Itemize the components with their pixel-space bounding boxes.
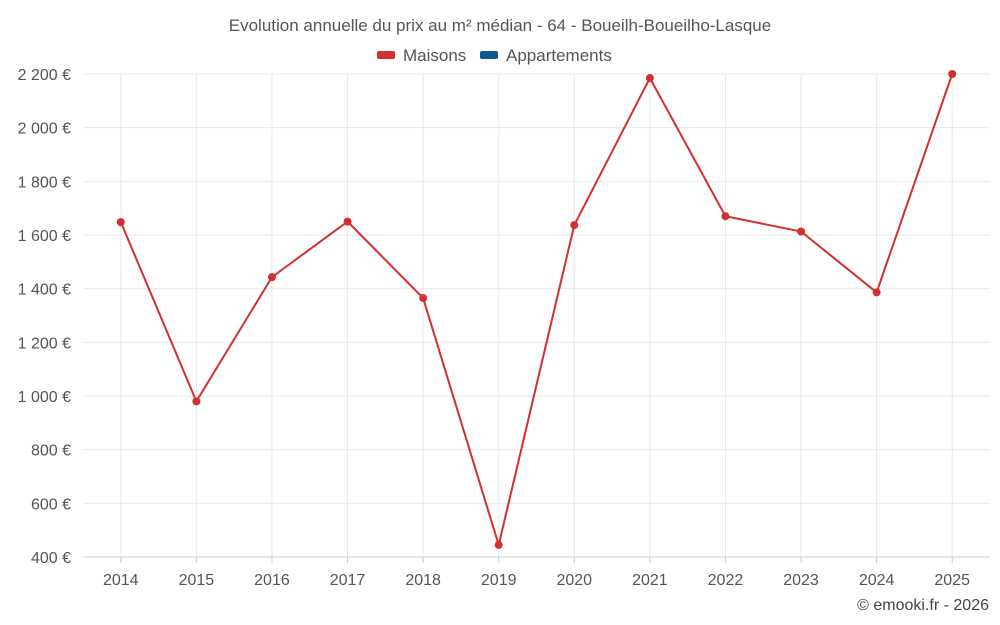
data-point-maisons-2024[interactable] [872, 288, 881, 297]
y-tick-label: 1 800 € [18, 174, 71, 191]
data-point-maisons-2017[interactable] [343, 217, 352, 226]
data-point-maisons-2015[interactable] [192, 397, 201, 406]
x-tick-label: 2014 [103, 572, 139, 589]
y-tick-label: 2 200 € [18, 67, 71, 84]
x-tick-label: 2017 [330, 572, 366, 589]
data-point-maisons-2022[interactable] [721, 212, 730, 221]
series-line-maisons [119, 73, 954, 549]
data-point-maisons-2020[interactable] [570, 221, 579, 230]
x-axis-tick-labels: 2014 2015 2016 2017 2018 2019 2020 2021 2022 2023… [103, 572, 970, 589]
y-tick-label: 1 000 € [18, 389, 71, 406]
credit-text: © emooki.fr - 2026 [857, 597, 989, 614]
legend-label-maisons: Maisons [403, 46, 466, 65]
x-tick-label: 2021 [632, 572, 668, 589]
y-tick-label: 1 400 € [18, 282, 71, 299]
x-tick-label: 2015 [179, 572, 215, 589]
data-point-maisons-2014[interactable] [116, 218, 125, 227]
y-tick-label: 1 600 € [18, 228, 71, 245]
legend-swatch-maisons [377, 51, 395, 59]
data-point-maisons-2016[interactable] [267, 273, 276, 282]
x-tick-label: 2025 [934, 572, 970, 589]
y-gridlines [83, 73, 990, 558]
legend-item-maisons[interactable]: Maisons [377, 46, 466, 65]
y-axis-tick-labels: 400 € 600 € 800 € 1 000 € 1 200 € 1 400 € 1 60… [18, 67, 71, 567]
legend: Maisons Appartements [377, 46, 612, 65]
x-tick-label: 2020 [556, 572, 592, 589]
data-point-maisons-2025[interactable] [948, 70, 957, 78]
data-point-maisons-2019[interactable] [494, 540, 503, 549]
y-tick-label: 800 € [31, 443, 71, 460]
y-tick-label: 1 200 € [18, 335, 71, 352]
x-gridlines [120, 74, 953, 563]
data-point-maisons-2021[interactable] [645, 74, 654, 83]
series-layer [116, 70, 957, 549]
legend-item-appartements[interactable]: Appartements [480, 46, 612, 65]
data-point-maisons-2023[interactable] [797, 227, 806, 236]
data-point-maisons-2018[interactable] [419, 294, 428, 303]
x-tick-label: 2019 [481, 572, 517, 589]
y-tick-label: 600 € [31, 496, 71, 513]
x-tick-label: 2016 [254, 572, 290, 589]
chart-title: Evolution annuelle du prix au m² médian … [229, 16, 771, 35]
x-tick-label: 2023 [783, 572, 819, 589]
x-tick-label: 2024 [859, 572, 895, 589]
y-tick-label: 2 000 € [18, 121, 71, 138]
legend-label-appartements: Appartements [506, 46, 612, 65]
legend-swatch-appartements [480, 51, 498, 59]
x-tick-label: 2018 [405, 572, 441, 589]
x-tick-label: 2022 [708, 572, 744, 589]
y-tick-label: 400 € [31, 550, 71, 567]
